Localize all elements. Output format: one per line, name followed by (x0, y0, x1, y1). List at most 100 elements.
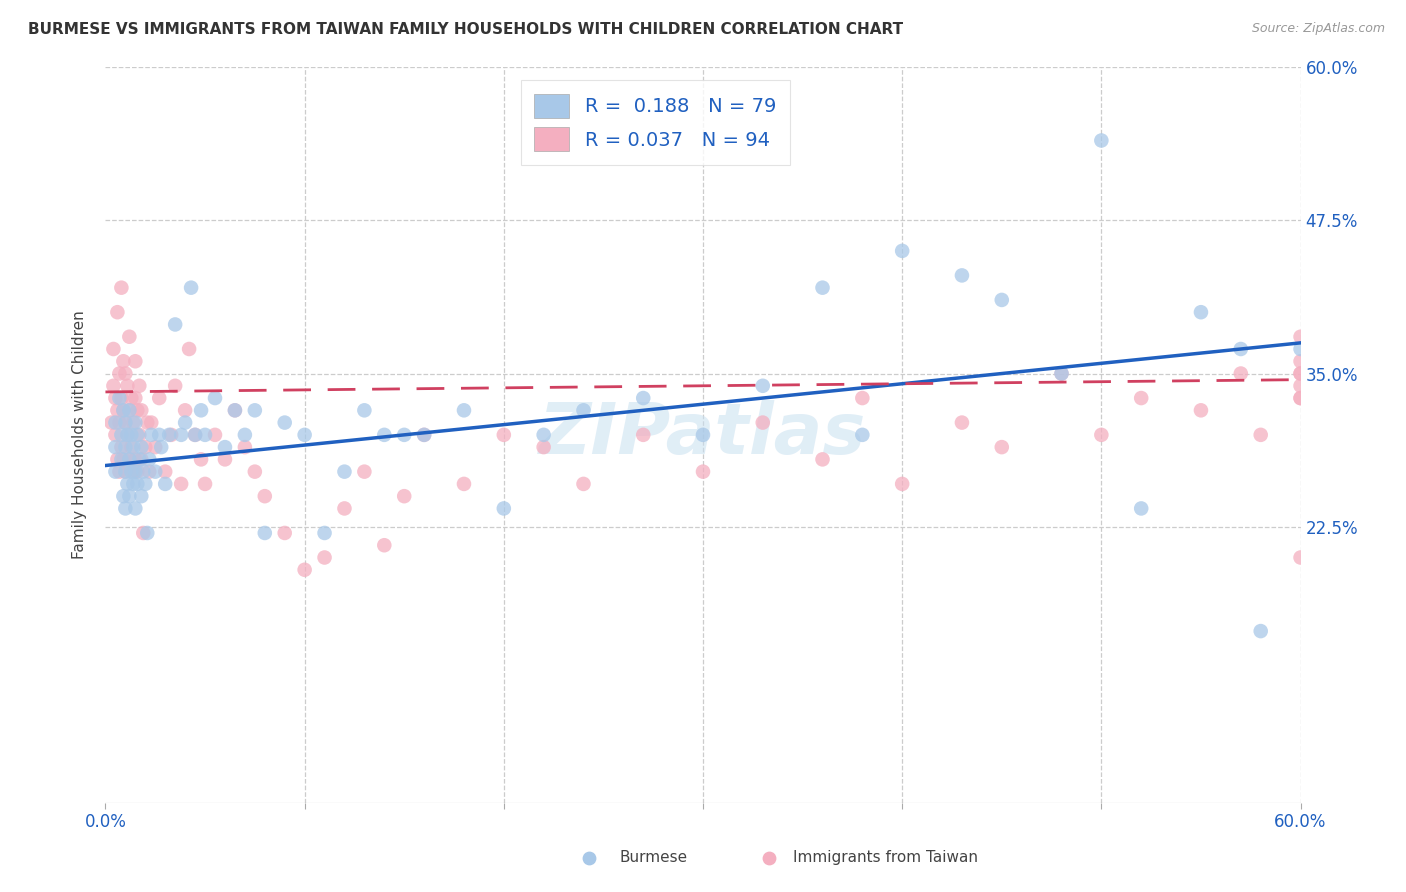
Point (110, 440, 132, 454)
Point (122, 476, 145, 491)
Point (851, 427, 873, 442)
Point (118, 329, 141, 343)
Point (1250, 624, 1272, 639)
Point (136, 416, 159, 430)
Point (533, 427, 555, 442)
Text: ZIPatlas: ZIPatlas (540, 401, 866, 469)
Point (413, 427, 436, 442)
Point (107, 403, 129, 417)
Point (138, 465, 160, 479)
Point (891, 244, 914, 258)
Point (692, 427, 714, 442)
Point (100, 416, 122, 430)
Point (1289, 367, 1312, 381)
Point (1289, 367, 1312, 381)
Point (108, 416, 131, 430)
Point (184, 427, 207, 442)
Point (114, 416, 136, 430)
Point (243, 403, 266, 417)
Point (353, 465, 375, 479)
Point (1289, 378, 1312, 392)
Point (124, 354, 146, 368)
Point (138, 452, 160, 467)
Point (132, 525, 155, 540)
Point (165, 378, 187, 392)
Point (204, 427, 226, 442)
Point (104, 391, 127, 405)
Point (1289, 329, 1312, 343)
Point (129, 452, 153, 467)
Point (413, 427, 436, 442)
Point (112, 403, 135, 417)
Point (127, 403, 149, 417)
Point (204, 391, 226, 405)
Point (190, 403, 212, 417)
Point (124, 391, 146, 405)
Point (1189, 403, 1212, 417)
Point (124, 452, 146, 467)
Point (174, 403, 197, 417)
Point (253, 489, 276, 503)
Point (170, 476, 193, 491)
Point (129, 489, 153, 503)
Point (294, 563, 316, 577)
Point (120, 440, 142, 454)
Point (112, 403, 135, 417)
Point (851, 391, 873, 405)
Point (132, 465, 155, 479)
Point (122, 416, 145, 430)
Text: BURMESE VS IMMIGRANTS FROM TAIWAN FAMILY HOUSEHOLDS WITH CHILDREN CORRELATION CH: BURMESE VS IMMIGRANTS FROM TAIWAN FAMILY… (28, 22, 903, 37)
Point (392, 489, 416, 503)
Point (118, 489, 141, 503)
Point (117, 476, 139, 491)
Point (117, 427, 139, 442)
Point (243, 465, 266, 479)
Point (180, 280, 202, 294)
Point (108, 367, 131, 381)
Point (141, 427, 163, 442)
Point (373, 538, 395, 552)
Point (224, 403, 246, 417)
Point (633, 391, 655, 405)
Point (1289, 342, 1312, 356)
Point (112, 489, 135, 503)
Point (103, 378, 125, 392)
Point (117, 427, 139, 442)
Point (492, 501, 515, 516)
Point (891, 476, 914, 491)
Point (1090, 133, 1112, 147)
Point (751, 416, 773, 430)
Point (114, 416, 136, 430)
Point (1050, 367, 1073, 381)
Point (128, 452, 150, 467)
Point (950, 268, 973, 283)
Point (112, 452, 135, 467)
Y-axis label: Family Households with Children: Family Households with Children (72, 310, 87, 559)
Point (214, 452, 236, 467)
Legend: R =  0.188   N = 79, R = 0.037   N = 94: R = 0.188 N = 79, R = 0.037 N = 94 (520, 80, 790, 165)
Point (129, 440, 153, 454)
Point (353, 403, 375, 417)
Point (170, 427, 193, 442)
Text: Source: ZipAtlas.com: Source: ZipAtlas.com (1251, 22, 1385, 36)
Point (751, 378, 773, 392)
Point (107, 452, 129, 467)
Point (692, 465, 714, 479)
Point (1250, 427, 1272, 442)
Point (134, 476, 156, 491)
Point (134, 440, 156, 454)
Point (104, 416, 127, 430)
Point (110, 391, 132, 405)
Point (118, 403, 141, 417)
Point (143, 440, 166, 454)
Point (174, 416, 197, 430)
Point (120, 391, 142, 405)
Point (107, 305, 129, 319)
Point (453, 476, 475, 491)
Point (314, 525, 336, 540)
Point (177, 342, 201, 356)
Point (104, 427, 127, 442)
Point (112, 354, 135, 368)
Point (314, 550, 336, 565)
Point (194, 476, 217, 491)
